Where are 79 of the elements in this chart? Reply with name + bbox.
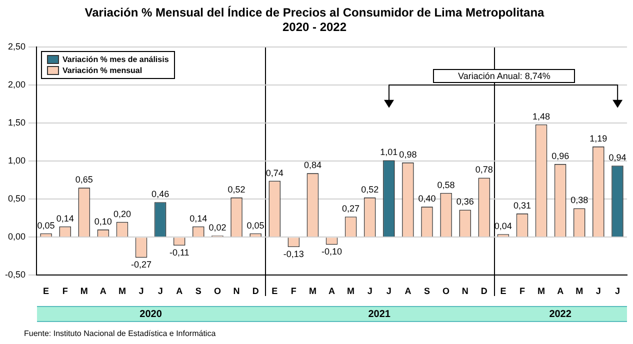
data-label: 0,05 [246,220,264,230]
data-label: 0,74 [266,168,284,178]
x-tick-label: M [308,286,316,296]
data-label: 0,46 [152,189,170,200]
x-tick-label: J [596,286,601,296]
y-tick-label: 1,50 [8,117,26,128]
x-tick-label: F [62,286,68,296]
legend-label: Variación % mes de análisis [62,54,169,65]
source-note: Fuente: Instituto Nacional de Estadística e Informática [24,329,216,338]
x-tick-label: O [442,286,450,296]
x-tick-label: A [557,286,564,296]
data-label: 1,48 [532,111,550,122]
x-tick-label: E [43,286,50,296]
data-label: 0,40 [418,194,436,204]
x-tick-label: J [614,286,620,296]
x-tick-label: J [138,286,144,296]
y-tick-label: 2,50 [8,41,26,52]
legend-label: Variación % mensual [62,64,142,76]
chart-title: Variación % Mensual del Índice de Precios al Consumidor de Lima Metropolitana [84,6,545,20]
x-tick-label: S [424,286,430,296]
data-label: 0,78 [475,164,493,175]
data-label: 0,98 [399,150,417,160]
x-tick-label: F [519,286,526,296]
x-tick-label: M [347,286,355,296]
x-tick-label: M [118,286,126,296]
x-tick-label: E [272,286,278,296]
x-tick-label: J [367,286,372,296]
x-tick-label: M [80,286,88,296]
data-label: 0,94 [608,152,626,163]
data-label: 0,02 [208,222,226,233]
y-tick-label: 0,50 [8,194,26,204]
x-tick-label: J [386,286,392,296]
data-label: -0,10 [322,246,342,257]
x-tick-label: S [195,286,202,296]
x-tick-label: A [176,286,184,296]
data-label: 0,05 [37,220,55,230]
data-label: 1,19 [590,134,608,144]
data-label: -0,27 [131,260,152,270]
x-tick-label: M [538,286,546,296]
data-label: 0,58 [437,180,455,190]
x-tick-label: J [158,286,163,296]
data-label: -0,13 [283,249,304,260]
text: 2021 [368,308,390,320]
data-label: 0,04 [494,221,512,232]
data-label: 0,14 [190,213,208,224]
data-label: 0,36 [456,196,474,207]
x-tick-label: N [462,286,468,296]
y-tick-label: -0,50 [5,270,26,280]
data-label: 0,96 [552,151,570,162]
x-tick-label: D [480,286,488,296]
data-label: 0,52 [228,184,246,195]
data-label: 0,84 [304,160,322,170]
data-label: -0,11 [169,247,190,258]
x-tick-label: D [252,286,260,296]
data-label: 0,10 [94,216,112,227]
y-tick-label: 1,00 [8,155,26,166]
data-label: 0,31 [513,200,531,211]
data-label: 0,14 [56,213,74,224]
y-tick-label: 2,00 [8,79,26,90]
x-tick-label: A [100,286,107,296]
y-tick-label: 0,00 [8,232,26,242]
x-tick-label: N [233,286,240,296]
data-label: 1,01 [380,147,398,158]
text: 2020 [140,308,162,320]
chart-subtitle: 2020 - 2022 [282,20,347,34]
label-box: Variación Anual: 8,74% [433,68,576,83]
annotation: Variación Anual: 8,74% [458,70,550,81]
text: 2022 [549,308,572,320]
x-tick-label: O [214,286,221,296]
data-label: 0,20 [113,208,131,219]
x-tick-label: E [500,286,506,296]
data-label: 0,65 [75,174,93,185]
x-tick-label: A [328,286,336,296]
x-tick-label: A [404,286,412,296]
data-label: 0,38 [570,195,588,206]
data-label: 0,27 [342,204,360,214]
x-tick-label: F [290,286,297,296]
data-label: 0,52 [361,184,379,195]
x-tick-label: M [576,286,584,296]
